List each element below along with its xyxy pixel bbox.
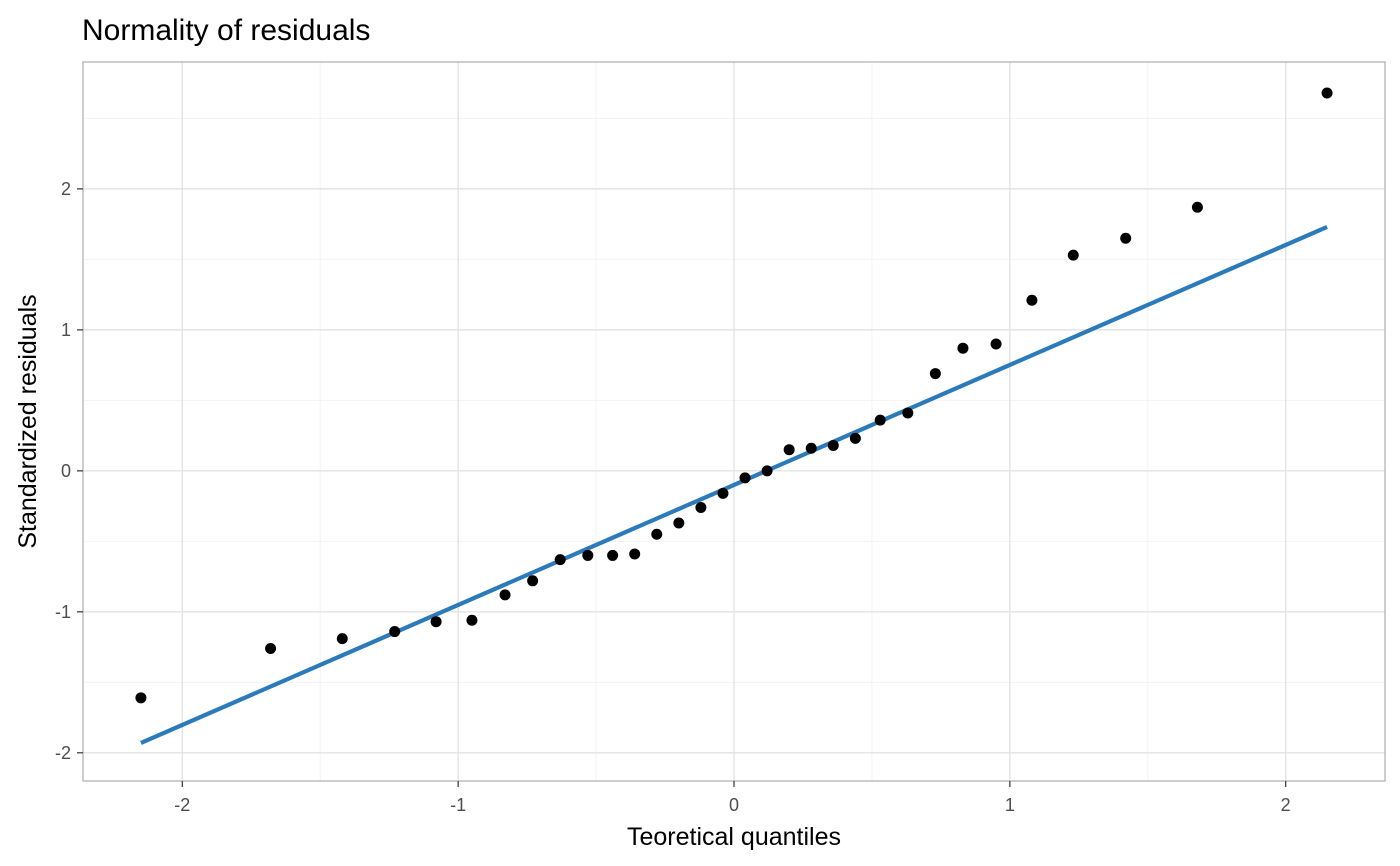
x-tick-label: 0 bbox=[729, 795, 739, 815]
x-tick-label: 1 bbox=[1005, 795, 1015, 815]
x-axis-ticks: -2 -1 0 1 2 bbox=[174, 781, 1291, 815]
data-point bbox=[499, 589, 511, 601]
data-point bbox=[929, 368, 941, 380]
y-axis-ticks: -2 -1 0 1 2 bbox=[55, 179, 83, 763]
y-tick-label: -1 bbox=[55, 602, 71, 622]
reference-line bbox=[140, 225, 1328, 745]
data-point bbox=[466, 614, 478, 626]
data-point bbox=[695, 501, 707, 513]
y-tick-label: 0 bbox=[61, 461, 71, 481]
data-point bbox=[1067, 249, 1079, 261]
x-tick-label: -1 bbox=[450, 795, 466, 815]
data-point bbox=[761, 465, 773, 477]
x-tick-label: 2 bbox=[1281, 795, 1291, 815]
data-point bbox=[582, 549, 594, 561]
data-point bbox=[902, 407, 914, 419]
y-tick-label: 1 bbox=[61, 320, 71, 340]
data-point bbox=[527, 575, 539, 587]
data-point bbox=[805, 442, 817, 454]
data-point bbox=[389, 626, 401, 638]
data-point bbox=[1120, 232, 1132, 244]
major-gridlines bbox=[83, 62, 1385, 781]
data-point bbox=[1321, 87, 1333, 99]
data-point bbox=[135, 692, 147, 704]
data-point bbox=[1026, 294, 1038, 306]
data-point bbox=[629, 548, 641, 560]
points-layer bbox=[135, 87, 1333, 704]
y-tick-label: 2 bbox=[61, 179, 71, 199]
data-point bbox=[957, 342, 969, 354]
data-point bbox=[739, 472, 751, 484]
data-point bbox=[783, 444, 795, 456]
x-tick-label: -2 bbox=[174, 795, 190, 815]
x-axis-label: Teoretical quantiles bbox=[627, 823, 841, 851]
y-axis-label: Standardized residuals bbox=[14, 294, 42, 548]
data-point bbox=[849, 432, 861, 444]
y-tick-label: -2 bbox=[55, 743, 71, 763]
data-point bbox=[430, 616, 442, 628]
data-point bbox=[673, 517, 685, 529]
data-point bbox=[336, 633, 348, 645]
chart-title: Normality of residuals bbox=[82, 14, 370, 47]
data-point bbox=[990, 338, 1002, 350]
data-point bbox=[717, 487, 729, 499]
data-point bbox=[1191, 201, 1203, 213]
data-point bbox=[874, 414, 886, 426]
data-point bbox=[651, 528, 663, 540]
data-point bbox=[607, 549, 619, 561]
data-point bbox=[554, 554, 566, 566]
data-point bbox=[827, 439, 839, 451]
data-point bbox=[265, 642, 277, 654]
reference-line-layer bbox=[140, 225, 1328, 745]
